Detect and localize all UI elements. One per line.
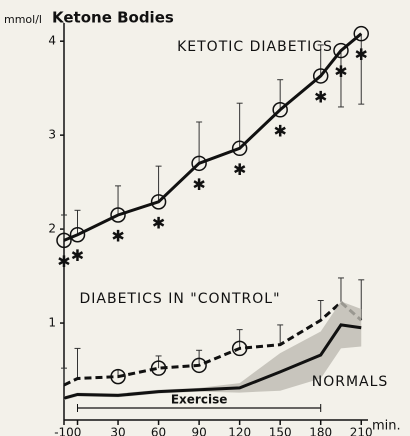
point-circle (353, 25, 369, 42)
asterisk: ✱ (152, 213, 165, 232)
point-circle (110, 207, 126, 223)
y-tick-label: 3 (48, 128, 56, 142)
series-label: DIABETICS IN "CONTROL" (79, 291, 280, 307)
x-tick-label: 180 (309, 426, 332, 436)
spread-band (64, 301, 362, 401)
x-tick-label: 120 (228, 426, 251, 436)
point-circle (150, 360, 167, 376)
chart-title: Ketone Bodies (52, 9, 174, 27)
y-axis-label: mmol/l (4, 13, 42, 26)
point-circle (231, 340, 248, 357)
point-circle (231, 140, 248, 157)
x-axis-label: min. (372, 419, 401, 434)
series-line (63, 32, 363, 242)
point-circle (56, 232, 72, 249)
y-tick-label: 1 (48, 316, 56, 330)
series-label: KETOTIC DIABETICS (177, 39, 333, 55)
x-tick-label: -10 (54, 426, 74, 436)
asterisk: ✱ (192, 175, 205, 194)
y-tick-label: 4 (48, 34, 56, 48)
series-line (63, 300, 363, 387)
annotation: Exercise (171, 393, 228, 407)
point-circle (69, 226, 86, 243)
x-tick-label: 60 (151, 426, 166, 436)
x-tick-label: 30 (110, 426, 125, 436)
point-circle (312, 68, 329, 84)
series-label: NORMALS (312, 374, 389, 390)
x-tick-label: 0 (74, 426, 82, 436)
point-circle (191, 357, 207, 374)
asterisk: ✱ (355, 45, 368, 64)
asterisk: ✱ (273, 121, 286, 140)
series-line (63, 323, 362, 400)
asterisk: ✱ (57, 252, 70, 271)
asterisk: ✱ (233, 160, 246, 179)
point-circle (150, 194, 167, 210)
y-tick-label: 2 (48, 222, 56, 236)
point-circle (333, 42, 349, 59)
asterisk: ✱ (111, 227, 124, 246)
point-circle (272, 102, 288, 118)
x-tick-label: 150 (269, 426, 292, 436)
asterisk: ✱ (314, 87, 327, 106)
asterisk: ✱ (71, 246, 84, 265)
point-circle (191, 155, 207, 172)
x-tick-label: 210 (350, 426, 373, 436)
asterisk: ✱ (334, 62, 347, 81)
point-circle (110, 368, 126, 385)
x-tick-label: 90 (191, 426, 206, 436)
